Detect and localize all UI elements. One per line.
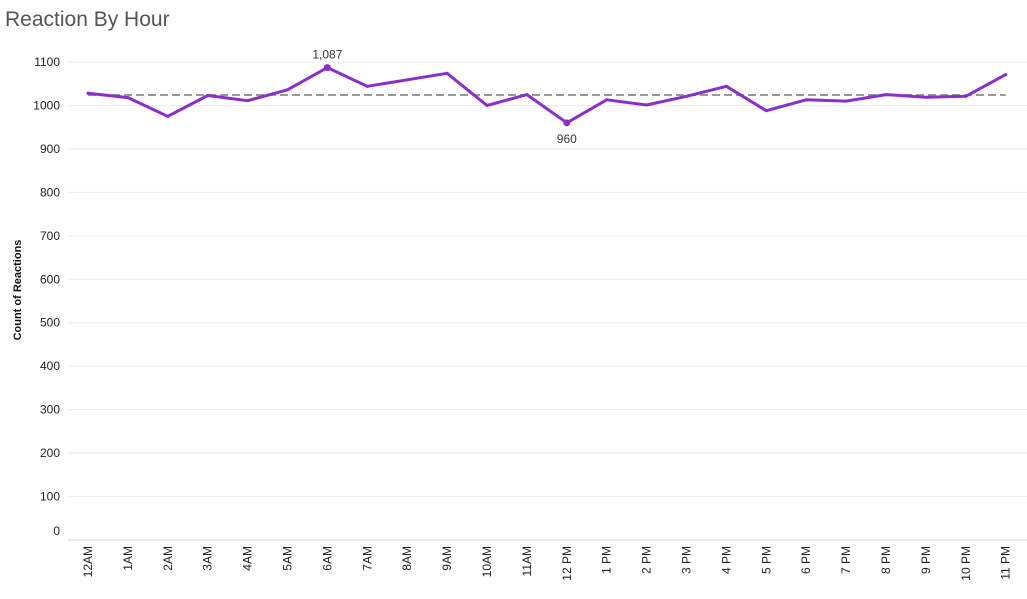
data-point[interactable] bbox=[1004, 73, 1008, 77]
data-point[interactable] bbox=[685, 94, 688, 98]
x-tick-label: 10AM bbox=[480, 546, 494, 577]
x-axis-ticks: 12AM 1AM 2AM 3AM 4AM 5AM 6AM 7AM 8AM 9AM 10AM 11AM 1… bbox=[81, 546, 1013, 581]
grid-lines bbox=[68, 61, 1027, 541]
data-point[interactable] bbox=[206, 93, 210, 97]
y-axis-title: Count of Reactions bbox=[12, 240, 24, 341]
y-tick-label: 100 bbox=[40, 490, 60, 504]
data-point[interactable] bbox=[286, 88, 289, 92]
x-tick-label: 4AM bbox=[241, 546, 255, 571]
x-tick-label: 3 PM bbox=[680, 546, 694, 574]
data-point[interactable] bbox=[485, 103, 489, 107]
series-line bbox=[86, 66, 1008, 125]
y-tick-label: 200 bbox=[40, 446, 60, 460]
x-tick-label: 6AM bbox=[320, 546, 334, 571]
chart-title: Reaction By Hour bbox=[5, 8, 170, 31]
data-point[interactable] bbox=[645, 103, 649, 107]
x-tick-label: 3AM bbox=[201, 546, 215, 571]
x-tick-label: 7 PM bbox=[839, 546, 853, 574]
series-layer bbox=[86, 66, 1008, 125]
x-tick-label: 4 PM bbox=[719, 546, 733, 574]
data-point[interactable] bbox=[884, 93, 888, 97]
x-tick-label: 2 PM bbox=[640, 546, 654, 574]
annotated-point-marker bbox=[323, 64, 331, 72]
x-tick-label: 7AM bbox=[360, 546, 374, 571]
y-axis-ticks: 0 100 200 300 400 500 600 700 800 900 1000 1100 bbox=[33, 55, 60, 538]
x-tick-label: 8 PM bbox=[879, 546, 893, 574]
data-point[interactable] bbox=[764, 109, 768, 113]
x-tick-label: 9AM bbox=[440, 546, 454, 571]
x-tick-label: 1AM bbox=[121, 546, 135, 571]
data-point[interactable] bbox=[126, 96, 130, 100]
x-tick-label: 10 PM bbox=[959, 546, 973, 581]
x-tick-label: 9 PM bbox=[919, 546, 933, 574]
data-point[interactable] bbox=[964, 94, 968, 98]
data-label: 1,087 bbox=[312, 48, 342, 62]
data-point[interactable] bbox=[246, 99, 250, 103]
data-label: 960 bbox=[557, 132, 577, 146]
data-point[interactable] bbox=[844, 99, 848, 103]
y-tick-label: 500 bbox=[40, 316, 60, 330]
x-tick-label: 5 PM bbox=[759, 546, 773, 574]
x-tick-label: 6 PM bbox=[799, 546, 813, 574]
y-tick-label: 800 bbox=[40, 185, 60, 199]
y-tick-label: 0 bbox=[53, 524, 60, 538]
data-point[interactable] bbox=[804, 98, 808, 102]
x-tick-label: 1 PM bbox=[600, 546, 614, 574]
data-point[interactable] bbox=[365, 84, 369, 88]
x-tick-label: 5AM bbox=[281, 546, 295, 571]
y-tick-label: 1000 bbox=[33, 98, 60, 112]
data-point[interactable] bbox=[724, 84, 728, 88]
y-tick-label: 700 bbox=[40, 229, 60, 243]
y-tick-label: 1100 bbox=[34, 55, 60, 69]
x-tick-label: 11 PM bbox=[999, 546, 1013, 580]
y-tick-label: 900 bbox=[40, 142, 60, 156]
y-tick-label: 600 bbox=[40, 272, 60, 286]
data-point[interactable] bbox=[405, 78, 409, 82]
data-point[interactable] bbox=[605, 98, 609, 102]
x-tick-label: 12 PM bbox=[560, 546, 574, 581]
x-tick-label: 11AM bbox=[520, 546, 534, 576]
data-point[interactable] bbox=[166, 114, 170, 118]
data-point[interactable] bbox=[445, 71, 449, 75]
x-tick-label: 12AM bbox=[81, 546, 95, 577]
annotations: 1,087 960 bbox=[312, 48, 577, 146]
y-tick-label: 400 bbox=[40, 359, 60, 373]
x-tick-label: 2AM bbox=[161, 546, 175, 571]
y-tick-label: 300 bbox=[40, 403, 60, 417]
data-point[interactable] bbox=[86, 91, 90, 95]
data-point[interactable] bbox=[924, 95, 928, 99]
annotated-point-marker bbox=[563, 119, 571, 127]
x-tick-label: 8AM bbox=[400, 546, 414, 571]
data-point[interactable] bbox=[525, 93, 529, 97]
